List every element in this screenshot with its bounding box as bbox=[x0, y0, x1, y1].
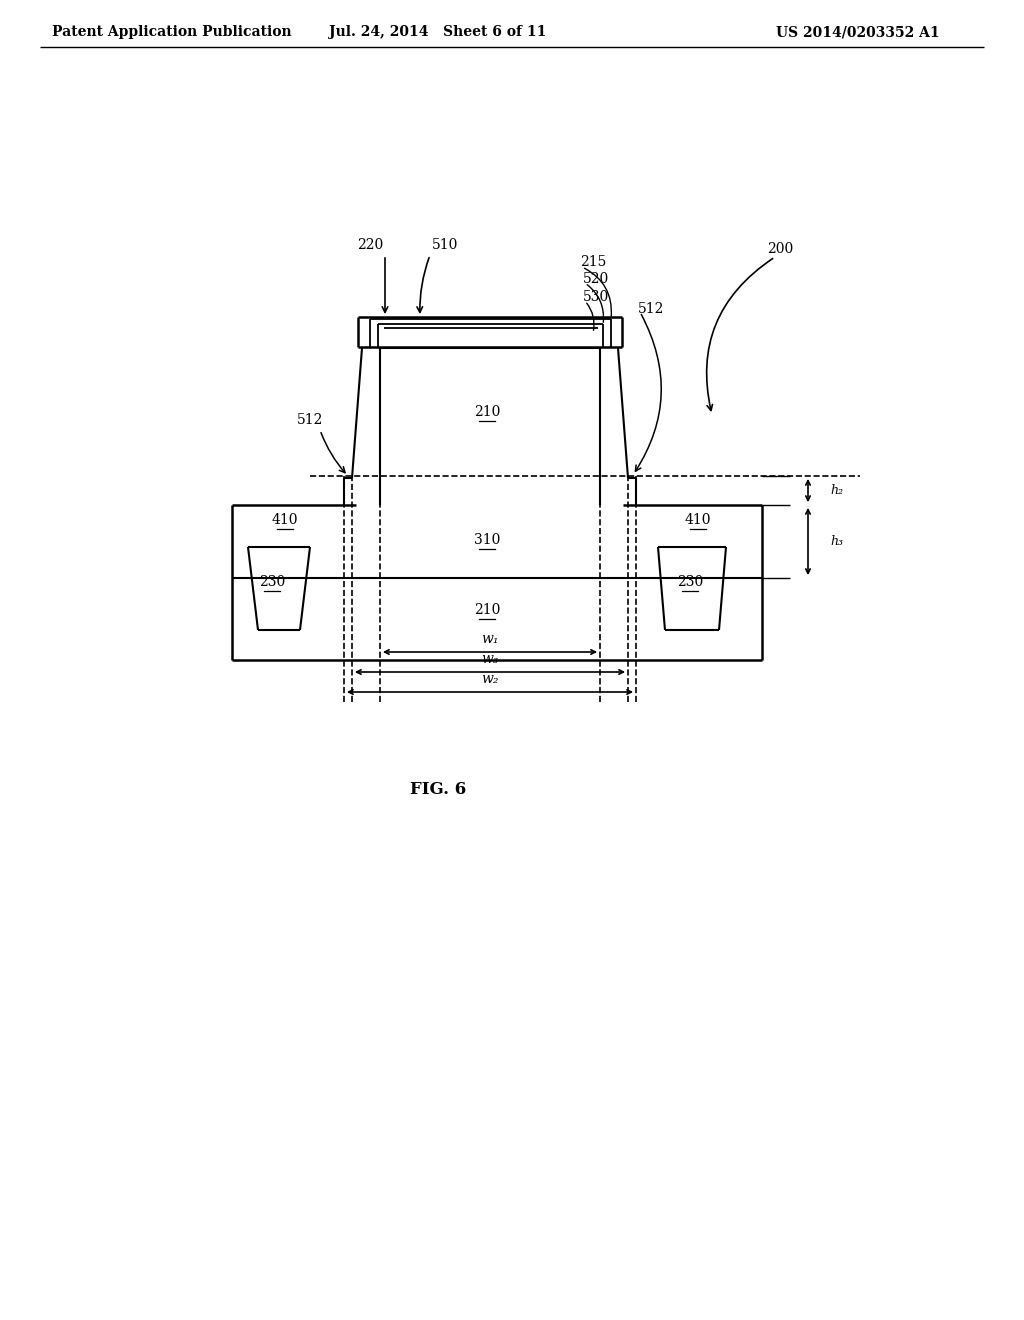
Text: w₃: w₃ bbox=[481, 652, 499, 667]
Text: h₂: h₂ bbox=[830, 484, 843, 498]
Text: w₁: w₁ bbox=[481, 632, 499, 645]
Text: 520: 520 bbox=[583, 272, 609, 286]
Text: 230: 230 bbox=[259, 576, 285, 589]
Text: FIG. 6: FIG. 6 bbox=[410, 781, 466, 799]
Text: 410: 410 bbox=[271, 513, 298, 527]
Text: 230: 230 bbox=[677, 576, 703, 589]
Text: h₃: h₃ bbox=[830, 535, 843, 548]
Text: 215: 215 bbox=[580, 255, 606, 269]
Text: 210: 210 bbox=[474, 405, 500, 418]
Text: w₂: w₂ bbox=[481, 672, 499, 686]
Text: 530: 530 bbox=[583, 290, 609, 304]
Text: 512: 512 bbox=[297, 413, 324, 426]
Text: 200: 200 bbox=[767, 242, 794, 256]
Text: 410: 410 bbox=[685, 513, 712, 527]
Text: 220: 220 bbox=[357, 238, 383, 252]
Text: 310: 310 bbox=[474, 533, 500, 546]
Text: Patent Application Publication: Patent Application Publication bbox=[52, 25, 292, 40]
Text: Jul. 24, 2014   Sheet 6 of 11: Jul. 24, 2014 Sheet 6 of 11 bbox=[330, 25, 547, 40]
Text: 210: 210 bbox=[474, 603, 500, 616]
Text: US 2014/0203352 A1: US 2014/0203352 A1 bbox=[776, 25, 940, 40]
Text: 510: 510 bbox=[432, 238, 458, 252]
Text: 512: 512 bbox=[638, 302, 665, 315]
